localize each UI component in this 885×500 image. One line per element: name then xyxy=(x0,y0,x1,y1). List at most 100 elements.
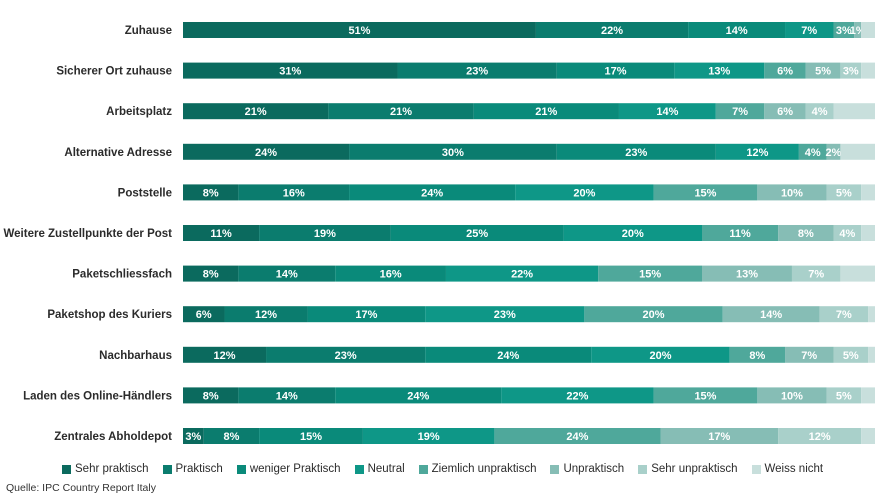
bar-segment xyxy=(826,387,862,404)
bar-segment xyxy=(307,306,426,323)
data-label: 14% xyxy=(726,25,748,37)
data-label: 10% xyxy=(781,187,803,199)
bar-segment xyxy=(840,62,862,79)
data-label: 11% xyxy=(210,228,232,240)
bar-segment xyxy=(535,22,689,38)
data-label: 8% xyxy=(223,431,239,443)
bar-segment xyxy=(183,428,204,444)
bar-segment xyxy=(729,346,786,363)
data-label: 8% xyxy=(203,269,219,281)
category-label: Poststelle xyxy=(118,187,172,199)
data-label: 5% xyxy=(843,350,859,362)
bar-segment xyxy=(861,225,875,241)
data-label: 11% xyxy=(729,228,751,240)
data-label: 5% xyxy=(836,187,852,199)
data-label: 20% xyxy=(643,309,665,321)
data-label: 17% xyxy=(708,431,730,443)
bar-segment xyxy=(826,184,862,201)
bar-segment xyxy=(757,387,827,404)
category-label: Paketshop des Kuriers xyxy=(47,309,172,321)
bar-segment xyxy=(598,265,702,282)
data-label: 17% xyxy=(355,309,377,321)
legend-label: Sehr unpraktisch xyxy=(651,463,738,475)
data-label: 30% xyxy=(442,147,464,159)
data-label: 16% xyxy=(380,269,402,281)
legend-label: weniger Praktisch xyxy=(249,463,341,475)
data-label: 24% xyxy=(497,350,519,362)
bar-segment xyxy=(328,103,474,120)
bar-segment xyxy=(183,225,260,241)
bar-segment xyxy=(266,346,426,363)
data-label: 19% xyxy=(418,431,440,443)
data-label: 12% xyxy=(746,147,768,159)
data-label: 3% xyxy=(185,431,201,443)
bar-segment xyxy=(494,428,661,444)
bar-segment xyxy=(805,62,841,79)
bar-segment xyxy=(833,346,869,363)
data-label: 15% xyxy=(694,390,716,402)
bar-segment xyxy=(840,265,875,282)
data-label: 17% xyxy=(604,66,626,78)
legend-swatch xyxy=(236,464,246,474)
data-label: 8% xyxy=(203,187,219,199)
bar-segment xyxy=(183,103,329,120)
bar-segment xyxy=(584,306,723,323)
data-label: 15% xyxy=(694,187,716,199)
bar-segment xyxy=(183,346,267,363)
bar-segment xyxy=(183,143,350,160)
bar-segment xyxy=(702,265,792,282)
data-label: 14% xyxy=(276,390,298,402)
data-label: 6% xyxy=(196,309,212,321)
legend: Sehr praktisch Praktisch weniger Praktisch… xyxy=(62,463,823,475)
bar-segment xyxy=(868,346,875,363)
data-label: 23% xyxy=(466,66,488,78)
bar-segment xyxy=(785,22,834,38)
data-label: 3% xyxy=(836,25,852,37)
bar-segment xyxy=(203,428,260,444)
data-label: 22% xyxy=(566,390,588,402)
legend-item: Unpraktisch xyxy=(550,463,624,475)
data-label: 24% xyxy=(421,187,443,199)
legend-swatch xyxy=(354,464,364,474)
data-label: 15% xyxy=(639,269,661,281)
bar-segment xyxy=(674,62,765,79)
bar-segment xyxy=(833,22,855,38)
data-label: 3% xyxy=(843,66,859,78)
data-label: 20% xyxy=(622,228,644,240)
data-label: 4% xyxy=(839,228,855,240)
category-label: Laden des Online-Händlers xyxy=(23,390,172,402)
data-label: 4% xyxy=(812,106,828,118)
data-label: 8% xyxy=(749,350,765,362)
data-label: 21% xyxy=(245,106,267,118)
bar-segment xyxy=(238,265,336,282)
legend-swatch xyxy=(638,464,648,474)
legend-label: Unpraktisch xyxy=(563,463,625,475)
bar-segment xyxy=(833,225,862,241)
data-label: 23% xyxy=(625,147,647,159)
bar-segment xyxy=(473,103,619,120)
data-label: 13% xyxy=(708,66,730,78)
category-label: Zentrales Abholdepot xyxy=(54,431,172,443)
bar-segment xyxy=(861,428,875,444)
data-label: 14% xyxy=(760,309,782,321)
bar-segment xyxy=(833,103,875,120)
data-label: 13% xyxy=(736,269,758,281)
bar-segment xyxy=(183,387,239,404)
category-label: Paketschliessfach xyxy=(72,269,172,281)
data-label: 24% xyxy=(255,147,277,159)
bar-segment xyxy=(238,387,336,404)
data-label: 7% xyxy=(836,309,852,321)
bar-segment xyxy=(501,387,654,404)
legend-item: Sehr unpraktisch xyxy=(638,463,738,475)
data-label: 7% xyxy=(732,106,748,118)
bar-segment xyxy=(819,306,869,323)
bar-segment xyxy=(183,184,239,201)
bar-segment xyxy=(425,306,585,323)
data-label: 8% xyxy=(203,390,219,402)
bar-segment xyxy=(715,143,799,160)
data-label: 14% xyxy=(656,106,678,118)
bar-segment xyxy=(183,22,536,38)
data-label: 20% xyxy=(649,350,671,362)
data-label: 15% xyxy=(300,431,322,443)
bar-segment xyxy=(791,265,841,282)
